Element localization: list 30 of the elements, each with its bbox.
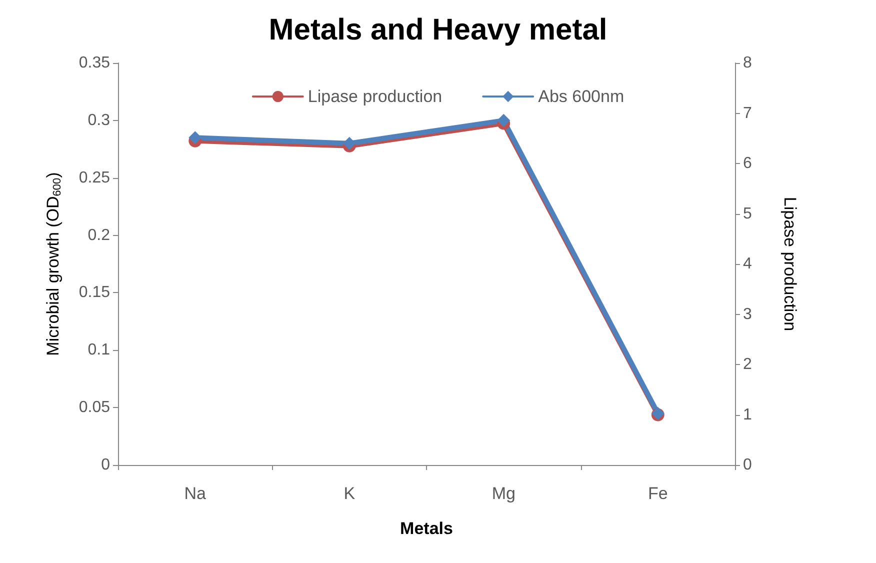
x-axis-title: Metals xyxy=(400,519,453,538)
y-tick-label: 0.2 xyxy=(88,226,110,244)
y2-axis-title: Lipase production xyxy=(780,196,800,332)
y-tick-label: 0.35 xyxy=(78,54,110,72)
y2-tick-label: 2 xyxy=(743,356,752,373)
x-tick-label: Mg xyxy=(492,484,516,503)
point xyxy=(188,131,202,144)
x-tick-label: Fe xyxy=(648,484,668,503)
y-tick-label: 0.3 xyxy=(88,112,110,129)
y-tick-label: 0.1 xyxy=(88,342,110,359)
y2-tick-label: 4 xyxy=(743,256,752,272)
y2-tick-label: 8 xyxy=(743,54,752,72)
y-tick-label: 0.25 xyxy=(78,169,110,186)
y2-tick-label: 6 xyxy=(743,155,752,172)
y-tick-label: 0.15 xyxy=(78,284,110,302)
x-tick-label: Na xyxy=(184,484,207,503)
point xyxy=(342,136,356,150)
legend-label: Lipase production xyxy=(308,87,442,106)
y2-tick-label: 1 xyxy=(743,406,752,424)
x-tick-label: K xyxy=(344,484,356,503)
y2-tick-label: 7 xyxy=(743,104,752,122)
y2-tick-label: 0 xyxy=(743,456,752,474)
point xyxy=(497,114,510,127)
y2-tick-label: 3 xyxy=(743,306,752,323)
y-axis-title: Microbial growth (OD600) xyxy=(44,172,64,356)
y2-tick-label: 5 xyxy=(743,205,752,222)
chart-title: Metals and Heavy metal xyxy=(268,14,608,46)
y-tick-label: 0 xyxy=(101,456,110,474)
legend-label: Abs 600nm xyxy=(538,87,624,106)
y-tick-label: 0.05 xyxy=(78,399,110,416)
